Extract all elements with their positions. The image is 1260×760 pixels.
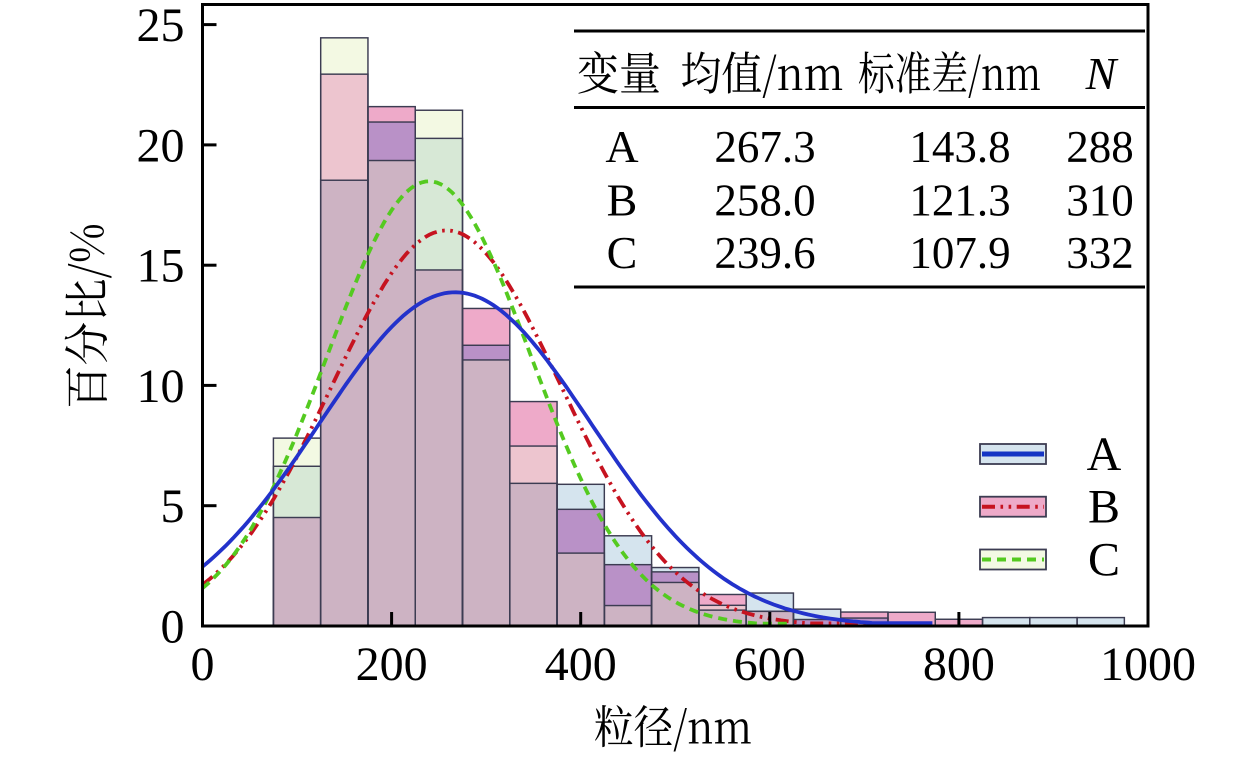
- svg-text:0: 0: [161, 601, 185, 654]
- svg-text:288: 288: [1066, 122, 1134, 172]
- svg-text:600: 600: [734, 638, 806, 691]
- svg-text:400: 400: [545, 638, 617, 691]
- svg-text:20: 20: [137, 119, 185, 172]
- svg-text:200: 200: [356, 638, 428, 691]
- svg-text:A: A: [1087, 428, 1122, 481]
- svg-text:121.3: 121.3: [909, 176, 1010, 226]
- svg-text:107.9: 107.9: [909, 228, 1010, 278]
- svg-text:332: 332: [1066, 228, 1134, 278]
- svg-text:267.3: 267.3: [714, 122, 815, 172]
- svg-text:258.0: 258.0: [714, 176, 815, 226]
- svg-text:239.6: 239.6: [714, 228, 815, 278]
- svg-text:310: 310: [1066, 176, 1134, 226]
- svg-text:C: C: [1088, 534, 1120, 587]
- svg-text:A: A: [605, 121, 638, 172]
- svg-text:5: 5: [161, 480, 185, 533]
- svg-text:143.8: 143.8: [909, 122, 1010, 172]
- svg-text:15: 15: [137, 240, 185, 293]
- svg-text:C: C: [607, 227, 638, 278]
- svg-text:B: B: [607, 175, 638, 226]
- svg-text:0: 0: [191, 638, 215, 691]
- svg-text:10: 10: [137, 360, 185, 413]
- svg-text:N: N: [1085, 48, 1119, 99]
- svg-text:25: 25: [137, 0, 185, 52]
- svg-text:B: B: [1088, 481, 1120, 534]
- svg-text:1000: 1000: [1100, 638, 1196, 691]
- svg-text:800: 800: [923, 638, 995, 691]
